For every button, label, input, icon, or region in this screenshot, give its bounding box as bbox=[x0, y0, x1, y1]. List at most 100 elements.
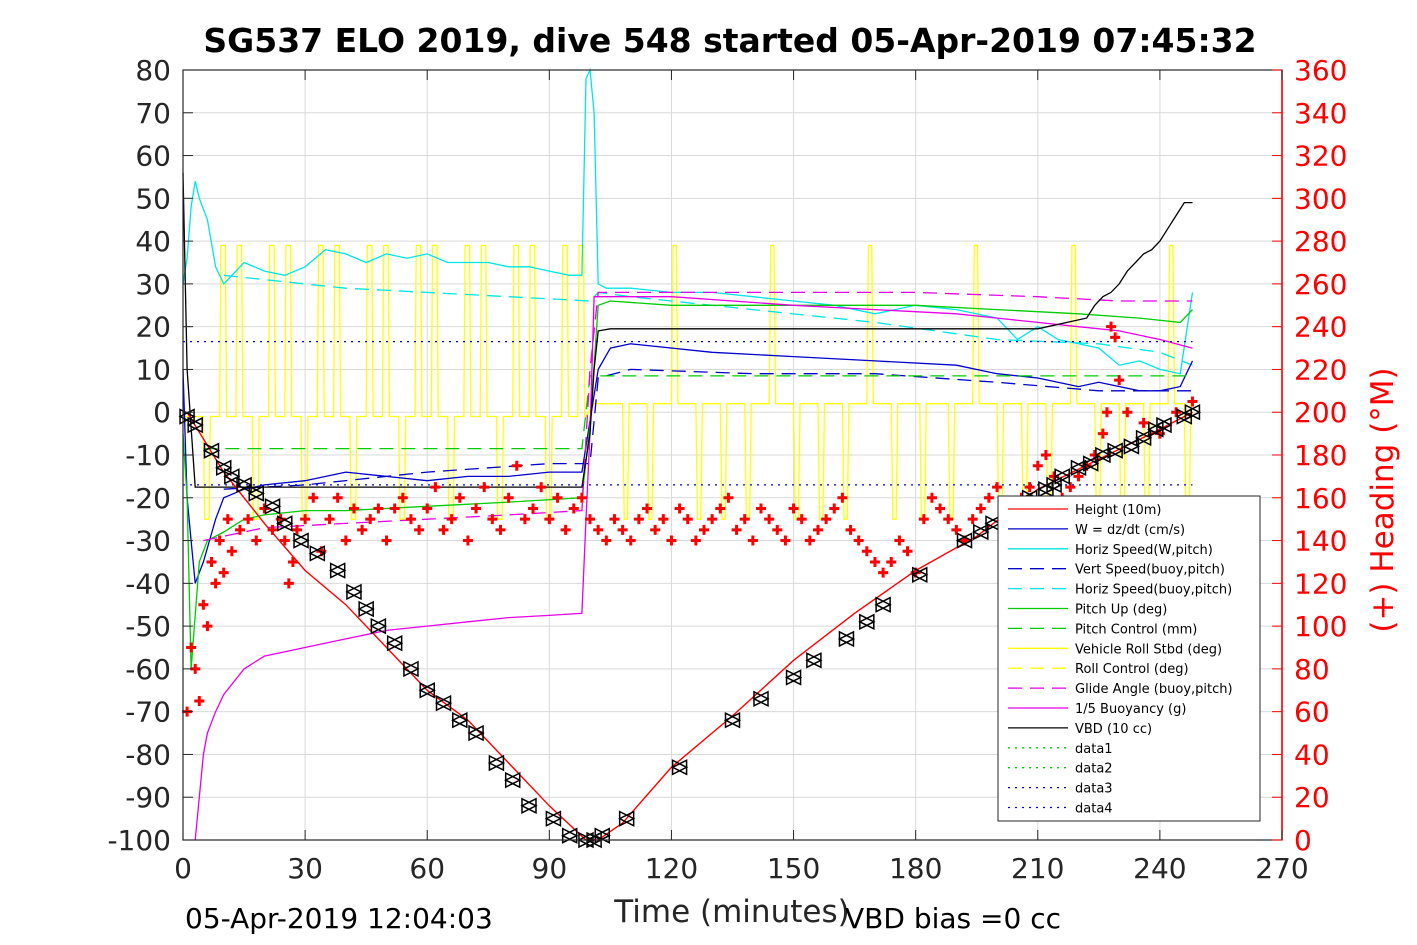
heading-point bbox=[206, 556, 217, 567]
heading-point bbox=[796, 514, 807, 525]
legend-entry: 1/5 Buoyancy (g) bbox=[1075, 702, 1186, 717]
heading-point bbox=[715, 503, 726, 514]
y-right-tick-label: 160 bbox=[1294, 482, 1347, 515]
heading-point bbox=[259, 503, 270, 514]
legend-entry: Pitch Control (mm) bbox=[1075, 622, 1197, 637]
heading-point bbox=[983, 492, 994, 503]
depth-marker bbox=[434, 694, 452, 712]
heading-point bbox=[674, 503, 685, 514]
y-right-tick-label: 100 bbox=[1294, 610, 1347, 643]
heading-point bbox=[226, 546, 237, 557]
depth-marker bbox=[178, 408, 195, 425]
heading-point bbox=[617, 524, 628, 535]
heading-point bbox=[430, 482, 441, 493]
depth-marker bbox=[1045, 476, 1062, 494]
heading-point bbox=[373, 503, 384, 514]
heading-point bbox=[291, 524, 302, 535]
depth-marker bbox=[292, 532, 309, 549]
depth-markers bbox=[178, 404, 1202, 849]
heading-point bbox=[528, 503, 539, 514]
heading-point bbox=[869, 556, 880, 567]
heading-point bbox=[1032, 460, 1043, 471]
y-right-tick-label: 0 bbox=[1294, 824, 1312, 857]
heading-point bbox=[1040, 450, 1051, 460]
depth-marker bbox=[1082, 455, 1099, 472]
legend-entry: data4 bbox=[1075, 802, 1113, 817]
heading-point bbox=[755, 503, 766, 514]
heading-point bbox=[601, 535, 612, 546]
y-tick-label: 40 bbox=[135, 225, 171, 258]
y-tick-label: -20 bbox=[125, 482, 171, 515]
y-tick-label: -10 bbox=[125, 439, 171, 472]
heading-point bbox=[926, 492, 937, 503]
y-tick-label: 20 bbox=[135, 311, 171, 344]
depth-marker bbox=[593, 827, 610, 844]
x-tick-label: 0 bbox=[174, 852, 192, 885]
depth-marker bbox=[520, 797, 537, 814]
y-right-tick-label: 220 bbox=[1294, 353, 1347, 386]
series-glide bbox=[203, 291, 1193, 542]
depth-marker bbox=[1069, 459, 1087, 477]
heading-point bbox=[365, 514, 376, 525]
depth-marker bbox=[308, 545, 326, 562]
y-tick-label: -80 bbox=[125, 738, 171, 771]
x-tick-labels: 0 30 60 90 120 150 180 210 240 270 bbox=[174, 852, 1309, 885]
heading-point bbox=[764, 514, 775, 525]
heading-point bbox=[943, 514, 954, 525]
y-tick-label: -50 bbox=[125, 610, 171, 643]
legend-entry: Height (10m) bbox=[1075, 503, 1161, 518]
heading-point bbox=[788, 503, 799, 514]
heading-point bbox=[837, 492, 848, 503]
depth-marker bbox=[858, 613, 875, 631]
heading-point bbox=[332, 492, 343, 503]
heading-point bbox=[552, 492, 563, 503]
depth-marker bbox=[1183, 404, 1201, 421]
depth-marker bbox=[402, 660, 419, 678]
heading-point bbox=[462, 535, 473, 546]
heading-point bbox=[1024, 482, 1035, 493]
legend-entry: Vert Speed(buoy,pitch) bbox=[1075, 563, 1225, 578]
heading-point bbox=[609, 514, 620, 525]
heading-point bbox=[210, 578, 221, 589]
y-right-tick-label: 60 bbox=[1294, 696, 1330, 729]
depth-marker bbox=[385, 635, 403, 652]
depth-marker bbox=[874, 596, 891, 613]
heading-point bbox=[287, 556, 298, 567]
heading-point bbox=[503, 492, 514, 503]
y-right-tick-label: 280 bbox=[1294, 225, 1347, 258]
legend-entry: Pitch Up (deg) bbox=[1075, 603, 1167, 618]
heading-point bbox=[454, 492, 465, 503]
series-vehicle-roll bbox=[185, 244, 1193, 520]
heading-point bbox=[650, 524, 661, 535]
heading-point bbox=[202, 621, 213, 632]
depth-marker bbox=[215, 459, 232, 477]
heading-point bbox=[992, 482, 1003, 493]
x-tick-label: 30 bbox=[287, 852, 323, 885]
depth-marker bbox=[1106, 442, 1123, 459]
heading-point bbox=[324, 514, 335, 525]
x-tick-label: 120 bbox=[645, 852, 698, 885]
y-right-tick-label: 200 bbox=[1294, 396, 1347, 429]
legend-entry: data3 bbox=[1075, 782, 1113, 797]
heading-point bbox=[576, 492, 587, 503]
heading-point bbox=[405, 514, 416, 525]
y-right-tick-label: 20 bbox=[1294, 781, 1330, 814]
heading-point bbox=[519, 514, 530, 525]
heading-point bbox=[829, 503, 840, 514]
heading-point bbox=[780, 535, 791, 546]
depth-marker bbox=[805, 652, 822, 669]
heading-point bbox=[544, 514, 555, 525]
depth-marker bbox=[263, 498, 281, 515]
legend-entry: Glide Angle (buoy,pitch) bbox=[1075, 682, 1233, 697]
heading-point bbox=[642, 503, 653, 514]
heading-point bbox=[1101, 407, 1112, 418]
depth-marker bbox=[670, 759, 688, 776]
y-tick-label: -30 bbox=[125, 525, 171, 558]
heading-point bbox=[279, 535, 290, 546]
depth-marker bbox=[186, 416, 203, 434]
x-tick-label: 240 bbox=[1133, 852, 1186, 885]
depth-marker bbox=[487, 754, 505, 772]
heading-point bbox=[218, 567, 229, 578]
depth-marker bbox=[972, 523, 989, 541]
heading-point bbox=[1097, 428, 1108, 439]
